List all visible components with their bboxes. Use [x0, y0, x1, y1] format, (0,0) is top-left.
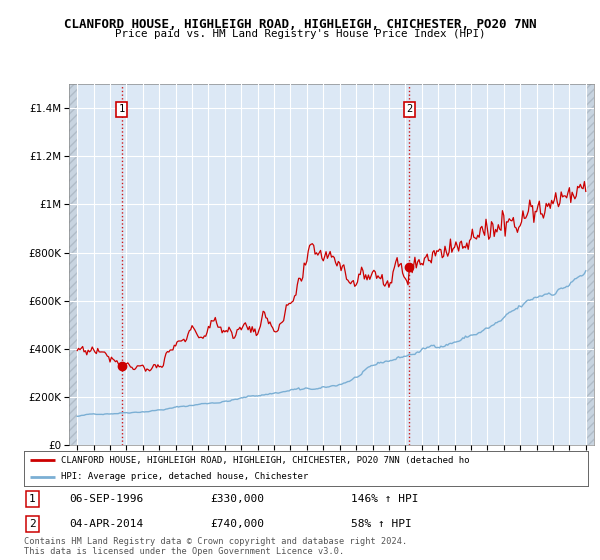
Text: 146% ↑ HPI: 146% ↑ HPI: [351, 494, 419, 504]
Text: 1: 1: [118, 104, 125, 114]
Text: CLANFORD HOUSE, HIGHLEIGH ROAD, HIGHLEIGH, CHICHESTER, PO20 7NN (detached ho: CLANFORD HOUSE, HIGHLEIGH ROAD, HIGHLEIG…: [61, 456, 469, 465]
Text: 2: 2: [29, 519, 36, 529]
Text: Price paid vs. HM Land Registry's House Price Index (HPI): Price paid vs. HM Land Registry's House …: [115, 29, 485, 39]
Bar: [586, 84, 594, 445]
Text: Contains HM Land Registry data © Crown copyright and database right 2024.
This d: Contains HM Land Registry data © Crown c…: [24, 537, 407, 557]
Text: 58% ↑ HPI: 58% ↑ HPI: [351, 519, 412, 529]
Text: CLANFORD HOUSE, HIGHLEIGH ROAD, HIGHLEIGH, CHICHESTER, PO20 7NN: CLANFORD HOUSE, HIGHLEIGH ROAD, HIGHLEIG…: [64, 18, 536, 31]
Text: £740,000: £740,000: [210, 519, 264, 529]
Text: £330,000: £330,000: [210, 494, 264, 504]
Bar: [69, 84, 77, 445]
Text: 2: 2: [406, 104, 413, 114]
Text: 06-SEP-1996: 06-SEP-1996: [69, 494, 143, 504]
Text: 04-APR-2014: 04-APR-2014: [69, 519, 143, 529]
Text: 1: 1: [29, 494, 36, 504]
Text: HPI: Average price, detached house, Chichester: HPI: Average price, detached house, Chic…: [61, 472, 308, 482]
